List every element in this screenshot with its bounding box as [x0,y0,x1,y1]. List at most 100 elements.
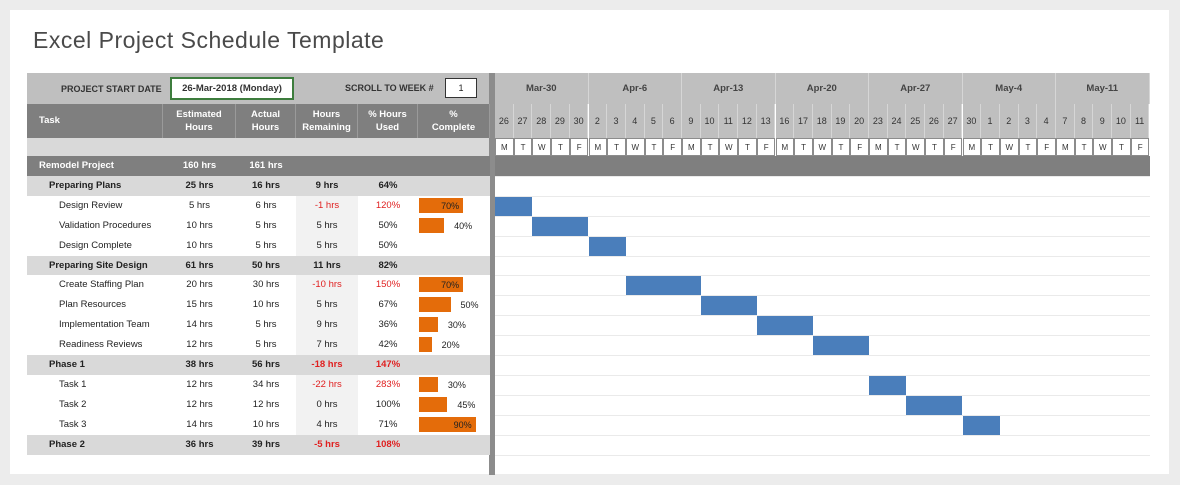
hours-remaining: -22 hrs [312,378,342,390]
day-number: 20 [850,104,869,138]
weekday-letter: T [1112,138,1131,156]
table-row[interactable] [27,394,490,415]
hours-remaining: -1 hrs [314,199,340,211]
weekday-letter: M [962,138,982,156]
table-row[interactable] [27,255,490,276]
week-header: Mar-30 [495,73,589,104]
weekday-letter: M [869,138,888,156]
week-header: Apr-6 [588,73,682,104]
weekday-letter: W [625,138,645,156]
table-row[interactable] [27,275,490,296]
weekday-letter: W [532,138,552,156]
gantt-task-bar[interactable] [700,296,757,316]
estimated-hours: 36 hrs [185,438,214,450]
estimated-hours: 12 hrs [186,378,213,390]
gantt-task-bar[interactable] [625,276,701,296]
estimated-hours: 61 hrs [185,259,214,271]
hours-remaining: 9 hrs [316,319,338,331]
percent-complete-bar [419,416,476,432]
gantt-grid-line [495,434,1150,436]
gantt-task-bar[interactable] [812,336,869,356]
hours-used-percent: 42% [378,339,398,351]
page-title: Excel Project Schedule Template [33,27,385,53]
hours-remaining: 5 hrs [316,239,338,251]
task-name: Implementation Team [59,319,150,331]
table-row[interactable] [27,355,490,375]
phase-name: Preparing Site Design [49,259,148,271]
hours-used-percent: 71% [378,418,398,430]
weekday-letter: M [682,138,701,156]
day-number: 3 [1018,104,1038,138]
used-column-shade [296,175,358,196]
hours-used-percent: 147% [375,359,401,370]
table-row[interactable] [27,235,490,256]
task-name: Validation Procedures [59,219,152,231]
gantt-task-bar[interactable] [962,415,1000,435]
task-name: Create Staffing Plan [59,279,144,291]
gantt-task-bar[interactable] [495,196,533,216]
used-column-shade [296,335,358,356]
weekday-letter: T [738,138,757,156]
actual-hours: 5 hrs [255,339,277,351]
table-row[interactable] [27,414,490,435]
gantt-task-bar[interactable] [588,236,626,256]
estimated-hours: 160 hrs [182,160,217,171]
percent-complete-value: 70% [441,200,460,211]
hours-remaining: -10 hrs [312,279,342,291]
gantt-task-bar[interactable] [756,316,813,336]
estimated-hours: 38 hrs [185,359,214,370]
hours-remaining: 5 hrs [316,299,338,311]
actual-hours: 5 hrs [255,219,277,231]
percent-complete-value: 20% [441,340,460,351]
day-number: 9 [1093,104,1113,138]
column-header-bar [27,104,490,138]
table-row[interactable] [27,195,490,216]
gantt-grid-line [495,195,1150,197]
weekday-letter: W [906,138,926,156]
used-column-shade [296,235,358,256]
task-name: Task 1 [59,378,87,390]
day-number: 10 [1112,104,1131,138]
project-start-date-input[interactable]: 26-Mar-2018 (Monday) [170,77,294,100]
table-row[interactable] [27,215,490,236]
weekday-letter: W [719,138,739,156]
table-row[interactable] [27,335,490,356]
pane-divider[interactable] [489,73,495,475]
table-row[interactable] [27,374,490,395]
hours-used-percent: 67% [378,299,398,311]
table-row[interactable] [27,175,490,196]
gantt-task-bar[interactable] [869,375,907,395]
used-column-shade [296,394,358,415]
task-name: Design Review [59,199,123,211]
column-header-actual-hours: Actual Hours [236,104,296,138]
weekday-letter: T [925,138,944,156]
table-row[interactable] [27,295,490,316]
actual-hours: 16 hrs [252,179,280,191]
week-header: May-11 [1056,73,1150,104]
weekday-letter: T [551,138,570,156]
table-row[interactable] [27,315,490,336]
day-number: 13 [756,104,776,138]
day-number: 12 [738,104,757,138]
used-column-shade [296,275,358,296]
gantt-grid-line [495,295,1150,297]
gantt-task-bar[interactable] [532,216,589,236]
day-number: 2 [588,104,608,138]
weekday-letter: T [1074,138,1094,156]
weekday-letter: T [607,138,626,156]
gantt-row-band [495,156,1150,176]
actual-hours: 10 hrs [252,418,280,430]
gantt-task-bar[interactable] [906,395,963,415]
percent-complete-bar [419,217,445,233]
gantt-grid-line [495,175,1150,177]
actual-hours: 12 hrs [252,398,280,410]
gantt-grid-line [495,255,1150,257]
table-row[interactable] [27,434,490,455]
weekday-letter: T [794,138,813,156]
day-number: 8 [1074,104,1094,138]
scroll-to-week-input[interactable]: 1 [445,78,477,98]
day-number: 29 [551,104,570,138]
weekday-letter: F [756,138,776,156]
estimated-hours: 14 hrs [186,418,213,430]
table-row[interactable] [27,156,490,176]
